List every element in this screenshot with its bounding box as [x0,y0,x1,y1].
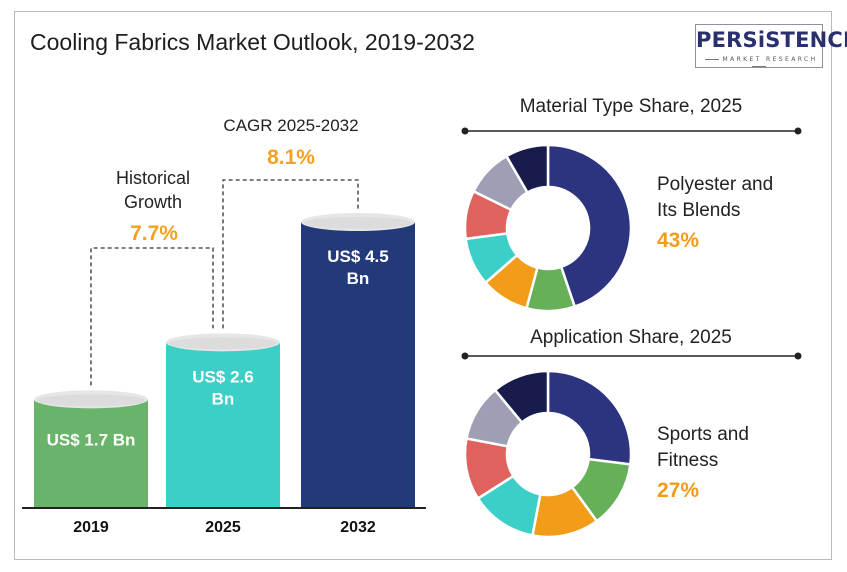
donut-slice [504,143,550,195]
highlight-value: 27% [657,479,699,502]
bar-value-label: Bn [347,269,370,288]
historical-label: Growth [124,192,182,212]
application-donut-chart: Application Share, 2025 Sports and Fitness… [461,327,802,539]
highlight-label: Fitness [657,450,718,471]
donut-slice [546,143,633,309]
bar-top-inner-2025 [169,337,277,350]
donut-slice [546,369,633,466]
historical-label: Historical [116,168,190,188]
bar-value-label: Bn [212,389,235,408]
x-tick-label: 2025 [205,519,241,536]
material-type-donut-chart: Material Type Share, 2025 Polyester and It… [461,96,802,313]
donut-title: Application Share, 2025 [530,327,732,348]
highlight-label: Its Blends [657,200,740,221]
market-size-bar-chart: US$ 1.7 Bn 2019 US$ 2.6 Bn 2025 US$ 4.5 Bn 2032… [22,116,426,536]
divider-dot [794,127,802,135]
historical-value: 7.7% [130,222,178,245]
bar-value-label: US$ 4.5 [327,247,388,266]
infographic-frame [14,11,832,560]
bar-2019 [34,399,148,507]
divider-dot [461,127,469,135]
cagr-label: CAGR 2025-2032 [223,116,358,135]
cagr-value: 8.1% [267,146,315,169]
divider-dot [461,352,469,360]
bar-2025 [166,342,280,507]
bar-2032 [301,222,415,507]
historical-connector [90,247,214,386]
bar-value-label: US$ 2.6 [192,367,253,386]
bar-top-inner-2019 [37,394,145,407]
x-tick-label: 2019 [73,519,109,536]
donut-title: Material Type Share, 2025 [520,96,743,117]
bar-top-inner-2032 [304,217,412,229]
donut-slice [493,369,550,425]
logo-subtext: MARKET RESEARCH [696,56,822,70]
logo-text: PERSiSTENCE [696,28,847,52]
highlight-label: Polyester and [657,174,773,195]
page-title: Cooling Fabrics Market Outlook, 2019-203… [30,29,475,55]
highlight-label: Sports and [657,424,749,445]
x-tick-label: 2032 [340,519,376,536]
highlight-value: 43% [657,229,699,252]
brand-logo: PERSiSTENCE MARKET RESEARCH [695,24,847,70]
divider-dot [794,352,802,360]
bar-value-label: US$ 1.7 Bn [47,430,136,449]
